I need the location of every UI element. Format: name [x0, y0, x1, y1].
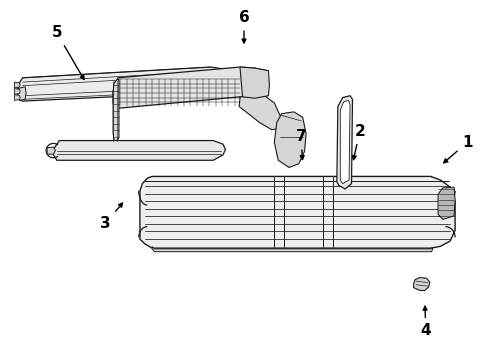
Polygon shape [239, 96, 282, 130]
Polygon shape [14, 89, 20, 94]
Text: 1: 1 [444, 135, 472, 163]
Polygon shape [14, 82, 20, 88]
Polygon shape [340, 100, 350, 184]
Polygon shape [274, 112, 306, 167]
Polygon shape [53, 140, 225, 160]
Polygon shape [14, 95, 20, 100]
Text: 3: 3 [100, 203, 122, 230]
Polygon shape [47, 147, 55, 154]
Polygon shape [414, 278, 430, 291]
Text: 6: 6 [239, 10, 249, 43]
Polygon shape [152, 247, 433, 252]
Text: 7: 7 [296, 130, 307, 159]
Polygon shape [140, 176, 455, 248]
Polygon shape [113, 67, 269, 110]
Polygon shape [18, 67, 225, 101]
Text: 4: 4 [420, 306, 431, 338]
Polygon shape [438, 187, 455, 220]
Text: 2: 2 [352, 124, 365, 159]
Polygon shape [240, 67, 270, 98]
Polygon shape [337, 96, 352, 189]
Polygon shape [113, 80, 119, 142]
Polygon shape [18, 87, 26, 100]
Text: 5: 5 [51, 26, 84, 80]
